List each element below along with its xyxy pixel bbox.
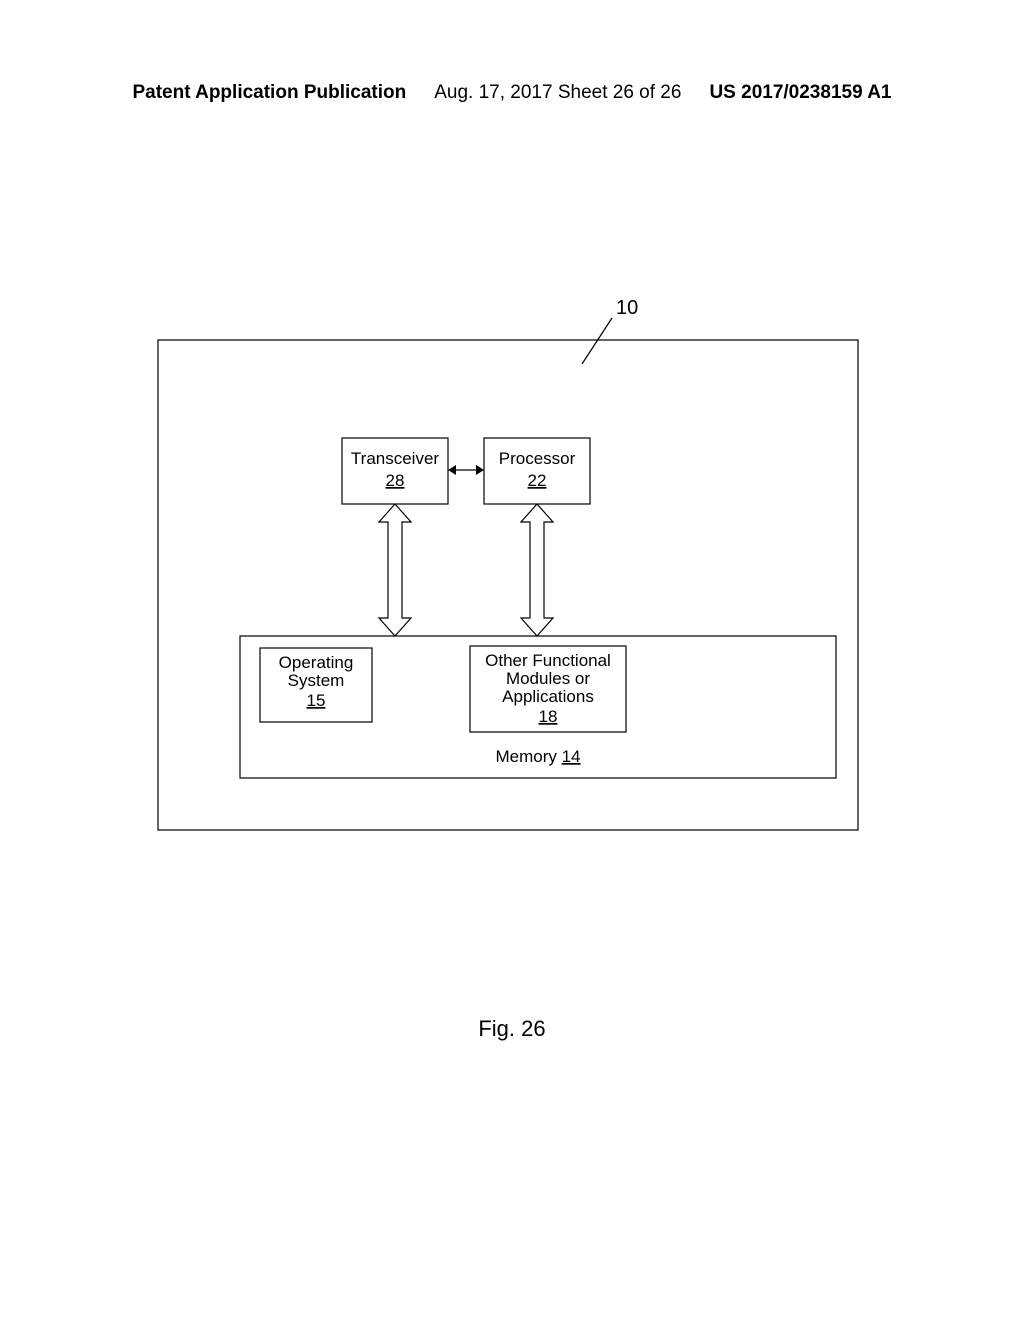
svg-text:15: 15: [307, 691, 326, 710]
svg-text:Modules or: Modules or: [506, 669, 590, 688]
svg-text:Applications: Applications: [502, 687, 594, 706]
svg-text:System: System: [288, 671, 345, 690]
svg-text:Memory 14: Memory 14: [495, 747, 580, 766]
diagram: 10 Transceiver 28 Processor 22 Memory 14 Opera…: [0, 0, 1024, 1320]
svg-text:28: 28: [386, 471, 405, 490]
svg-text:10: 10: [616, 297, 638, 319]
svg-text:Transceiver: Transceiver: [351, 449, 440, 468]
svg-text:18: 18: [539, 707, 558, 726]
page: Patent Application Publication Aug. 17, …: [0, 0, 1024, 1320]
svg-text:Processor: Processor: [499, 449, 576, 468]
svg-text:Other Functional: Other Functional: [485, 651, 611, 670]
svg-text:Operating: Operating: [279, 653, 354, 672]
figure-caption: Fig. 26: [0, 1016, 1024, 1042]
svg-text:22: 22: [528, 471, 547, 490]
